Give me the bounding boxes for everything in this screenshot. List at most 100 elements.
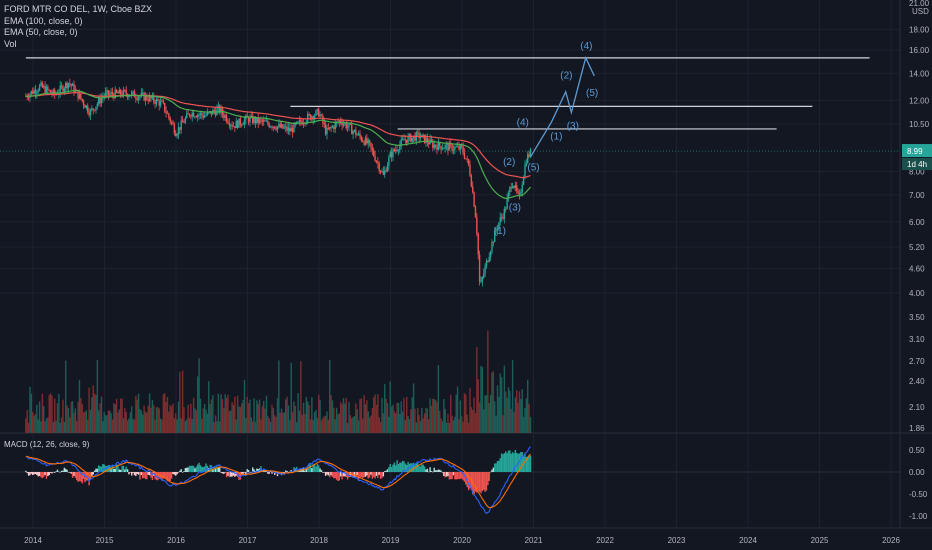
volume-bar bbox=[235, 419, 237, 433]
macd-histogram-bar bbox=[469, 472, 471, 489]
macd-histogram-bar bbox=[245, 472, 247, 475]
macd-histogram-bar bbox=[176, 472, 178, 475]
candle-body bbox=[454, 146, 456, 150]
legend-volume[interactable]: Vol bbox=[4, 38, 17, 49]
candle-body bbox=[254, 117, 257, 123]
macd-histogram-bar bbox=[73, 472, 75, 476]
candle-body bbox=[368, 140, 371, 143]
volume-bar bbox=[27, 422, 30, 433]
volume-bar bbox=[401, 411, 404, 433]
volume-bar bbox=[177, 401, 180, 433]
legend-ema50[interactable]: EMA (50, close, 0) bbox=[4, 27, 78, 37]
macd-histogram-bar bbox=[246, 469, 248, 472]
volume-bar bbox=[289, 420, 291, 433]
volume-bar bbox=[186, 419, 188, 433]
volume-bar bbox=[525, 398, 528, 433]
candle-body bbox=[316, 109, 319, 111]
candle-body bbox=[352, 131, 354, 135]
volume-bar bbox=[386, 403, 389, 433]
candle-body bbox=[109, 93, 111, 95]
candle-body bbox=[327, 127, 330, 129]
volume-bar bbox=[239, 407, 242, 433]
volume-bar bbox=[71, 401, 74, 433]
volume-bar bbox=[451, 415, 453, 433]
volume-bar bbox=[254, 421, 257, 433]
macd-histogram-bar bbox=[188, 465, 191, 472]
volume-bar bbox=[392, 404, 394, 433]
macd-histogram-bar bbox=[228, 472, 231, 478]
macd-histogram-bar bbox=[128, 472, 130, 475]
macd-histogram-bar bbox=[37, 472, 39, 477]
macd-histogram-bar bbox=[496, 460, 499, 472]
macd-histogram-bar bbox=[320, 470, 323, 472]
volume-bar bbox=[194, 408, 196, 433]
time-tick-label: 2015 bbox=[96, 536, 114, 545]
candle-body bbox=[494, 230, 496, 243]
candle-body bbox=[153, 95, 155, 102]
candle-body bbox=[107, 90, 110, 95]
candle-body bbox=[168, 113, 170, 118]
macd-histogram-bar bbox=[353, 472, 356, 477]
candle-body bbox=[164, 103, 166, 112]
candle-body bbox=[444, 145, 446, 149]
price-tick-label: 12.00 bbox=[909, 96, 930, 105]
candle-body bbox=[506, 198, 508, 210]
macd-histogram-bar bbox=[297, 471, 299, 472]
volume-bar bbox=[206, 413, 209, 433]
macd-histogram-bar bbox=[221, 472, 224, 474]
macd-line bbox=[25, 446, 531, 515]
candle-body bbox=[88, 112, 90, 116]
macd-title[interactable]: MACD (12, 26, close, 9) bbox=[4, 440, 90, 449]
macd-histogram-bar bbox=[44, 472, 46, 476]
candle-body bbox=[99, 98, 101, 104]
volume-bar bbox=[344, 403, 346, 433]
macd-histogram-bar bbox=[115, 464, 118, 472]
horizontal-levels[interactable] bbox=[0, 57, 900, 152]
volume-bar bbox=[348, 401, 350, 433]
macd-histogram-bar bbox=[179, 470, 181, 472]
macd-histogram-bar bbox=[513, 453, 515, 472]
price-tick-label: 10.50 bbox=[909, 120, 930, 129]
macd-histogram-bar bbox=[485, 472, 488, 491]
candle-body bbox=[434, 144, 437, 147]
elliott-projection[interactable] bbox=[530, 55, 595, 158]
candle-body bbox=[290, 128, 292, 132]
volume-bar bbox=[334, 419, 336, 433]
candle-body bbox=[154, 101, 156, 104]
volume-bar bbox=[139, 408, 141, 433]
macd-histogram-bar bbox=[157, 472, 159, 481]
macd-histogram-bar bbox=[110, 467, 112, 472]
candle-body bbox=[360, 136, 363, 141]
candle-body bbox=[48, 89, 50, 91]
time-tick-label: 2026 bbox=[882, 536, 900, 545]
candle-body bbox=[62, 86, 64, 92]
macd-histogram-bar bbox=[477, 472, 479, 491]
macd-histogram-bar bbox=[124, 469, 126, 472]
candle-body bbox=[319, 114, 321, 117]
volume-bar bbox=[190, 403, 192, 433]
candle-body bbox=[324, 124, 327, 135]
candle-body bbox=[203, 116, 206, 118]
candle-body bbox=[45, 86, 48, 93]
macd-histogram-bar bbox=[309, 464, 312, 472]
volume-bar bbox=[312, 419, 314, 433]
volume-bar bbox=[459, 400, 462, 433]
macd-histogram-bar bbox=[47, 472, 49, 477]
volume-bar bbox=[155, 407, 158, 433]
volume-bar bbox=[54, 398, 56, 433]
candle-body bbox=[447, 144, 449, 151]
macd-pane bbox=[0, 446, 900, 515]
volume-bar bbox=[487, 330, 489, 433]
macd-histogram-bar bbox=[223, 472, 225, 474]
macd-histogram-bar bbox=[379, 472, 382, 479]
lower-tick-label: 3.10 bbox=[909, 335, 925, 344]
volume-bar bbox=[352, 417, 354, 433]
candle-body bbox=[37, 90, 39, 92]
macd-histogram-bar bbox=[341, 472, 343, 480]
candle-body bbox=[247, 117, 250, 123]
candle-body bbox=[283, 127, 286, 129]
volume-bar bbox=[423, 413, 426, 433]
candle-body bbox=[89, 110, 92, 116]
legend-ema100[interactable]: EMA (100, close, 0) bbox=[4, 15, 83, 26]
candle-body bbox=[371, 147, 374, 151]
